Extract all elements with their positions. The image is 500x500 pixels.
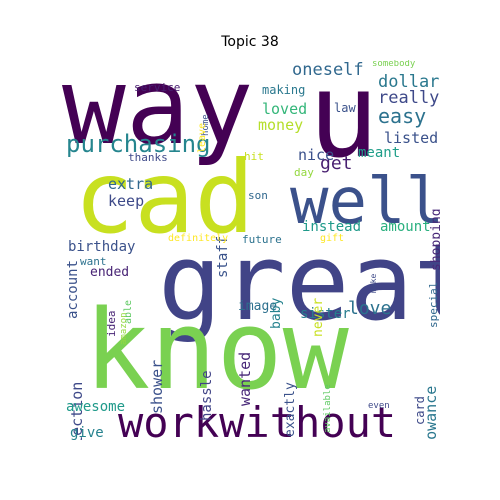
word-loved: loved	[262, 100, 308, 118]
word-ended: ended	[90, 265, 130, 280]
word-workwithout: workwithout	[118, 398, 397, 441]
word-u: u	[308, 60, 380, 184]
word-make: make	[369, 273, 378, 293]
word-dollar: dollar	[378, 72, 440, 92]
word-birthday: birthday	[68, 239, 136, 255]
word-future: future	[242, 233, 282, 246]
word-leave: leave	[197, 122, 208, 153]
word-instead: instead	[302, 219, 362, 235]
word-amount: amount	[380, 219, 431, 235]
word-baby: baby	[269, 297, 284, 329]
word-card: card	[413, 396, 427, 425]
word-easy: easy	[378, 104, 427, 128]
word-hit: hit	[244, 150, 264, 163]
word-gift: gift	[320, 233, 345, 244]
word-way: way	[62, 60, 254, 168]
chart-title: Topic 38	[221, 34, 279, 50]
word-extra: extra	[108, 175, 154, 193]
word-great: great	[158, 221, 440, 344]
word-available: available	[323, 384, 333, 433]
word-day: day	[294, 166, 314, 179]
word-cad: cad	[74, 139, 255, 256]
word-service: service	[134, 81, 181, 94]
word-purchasing: purchasing	[66, 130, 211, 158]
word-meant: meant	[358, 145, 401, 161]
word-shopping: shopping	[429, 208, 440, 271]
word-law: law	[334, 101, 356, 115]
word-nice: nice	[298, 146, 335, 164]
word-sister: sister	[300, 306, 351, 322]
word-image: image	[238, 299, 278, 314]
word-making: making	[262, 83, 306, 97]
word-want: want	[80, 255, 107, 268]
word-love: love	[348, 298, 392, 319]
word-get: get	[320, 153, 353, 174]
word-son: son	[248, 189, 268, 202]
word-awesome: awesome	[66, 399, 126, 415]
word-keep: keep	[108, 192, 145, 210]
word-even: even	[368, 401, 390, 411]
word-special: special	[427, 281, 440, 328]
word-really: really	[378, 88, 440, 108]
word-oneself: oneself	[292, 60, 364, 80]
word-somebody: somebody	[372, 60, 416, 69]
word-money: money	[258, 116, 304, 134]
word-thanks: thanks	[128, 151, 168, 164]
word-hassle: hassle	[199, 370, 215, 421]
word-listed: listed	[384, 129, 439, 147]
word-cloud: way u cad well great know workwithout pu…	[62, 60, 440, 440]
word-give: give	[70, 425, 104, 440]
word-account: account	[65, 259, 81, 319]
word-amazon: amazon	[119, 312, 129, 345]
word-wanted: wanted	[236, 351, 254, 406]
word-idea: idea	[105, 310, 118, 338]
word-never: never	[311, 297, 326, 337]
word-shower: shower	[148, 359, 166, 414]
word-know: know	[84, 286, 349, 414]
word-definitely: definitely	[168, 233, 229, 244]
word-exactly: exactly	[283, 382, 298, 437]
word-well: well	[290, 165, 440, 239]
